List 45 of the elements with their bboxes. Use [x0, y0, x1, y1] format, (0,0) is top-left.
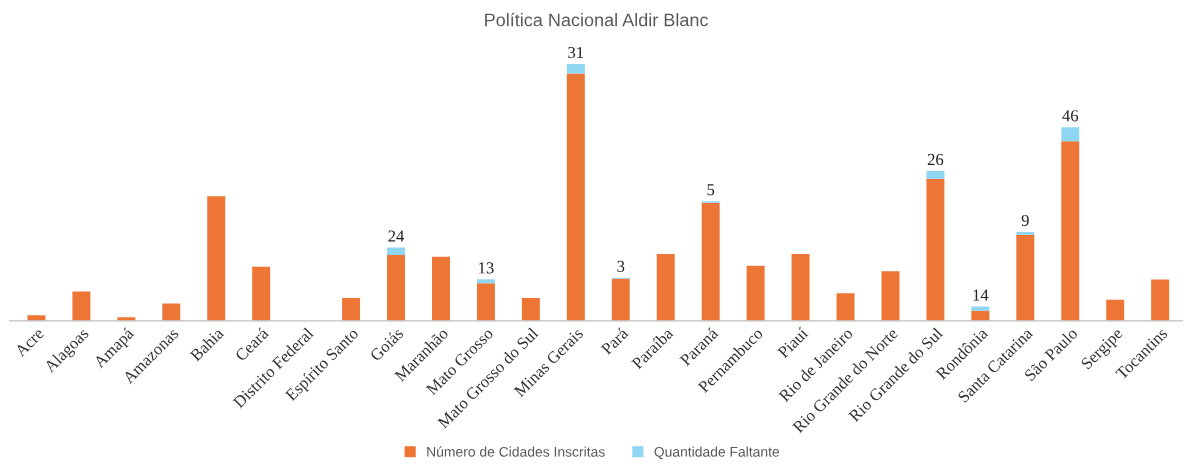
bar: [1106, 299, 1125, 321]
data-label: 3: [617, 260, 625, 272]
data-label: 26: [927, 153, 944, 166]
data-label: 24: [388, 230, 405, 242]
bar: [72, 291, 91, 321]
chart-title: Política Nacional Aldir Blanc: [485, 12, 708, 27]
bar: [611, 278, 630, 321]
bar: [971, 306, 990, 311]
bar: [656, 253, 675, 321]
data-label: 46: [1062, 110, 1079, 122]
bar: [971, 310, 990, 321]
bar: [387, 254, 406, 321]
data-label: 9: [1021, 214, 1029, 227]
bar: [701, 202, 720, 321]
legend-label: Quantidade Faltante: [654, 446, 780, 460]
bar: [252, 266, 271, 321]
bar: [791, 253, 810, 321]
bar: [566, 63, 585, 74]
bar: [207, 196, 226, 321]
bar: [746, 265, 765, 321]
bar: [476, 283, 495, 321]
bar: [1061, 141, 1080, 321]
bar: [836, 293, 855, 321]
data-label: 14: [973, 289, 989, 301]
bar: [27, 315, 46, 321]
bar: [342, 297, 361, 321]
data-label: 5: [707, 184, 715, 196]
data-label: 13: [479, 262, 494, 274]
bar: [566, 73, 585, 321]
bar: [1151, 279, 1170, 321]
legend-label: Número de Cidades Inscritas: [427, 446, 605, 457]
bar: [926, 178, 945, 321]
bar: [1061, 127, 1080, 142]
bar: [387, 247, 406, 255]
bar: [431, 256, 450, 321]
x-tick-label: Acre: [14, 327, 45, 358]
bar: [881, 271, 900, 321]
bar: [476, 279, 495, 284]
bar: [162, 303, 181, 321]
data-label: 31: [568, 46, 584, 59]
x-tick-label: Pará: [600, 326, 629, 356]
bar: [521, 297, 540, 321]
bar: [1016, 231, 1035, 235]
bar: [1016, 234, 1035, 321]
bar: [926, 170, 945, 179]
